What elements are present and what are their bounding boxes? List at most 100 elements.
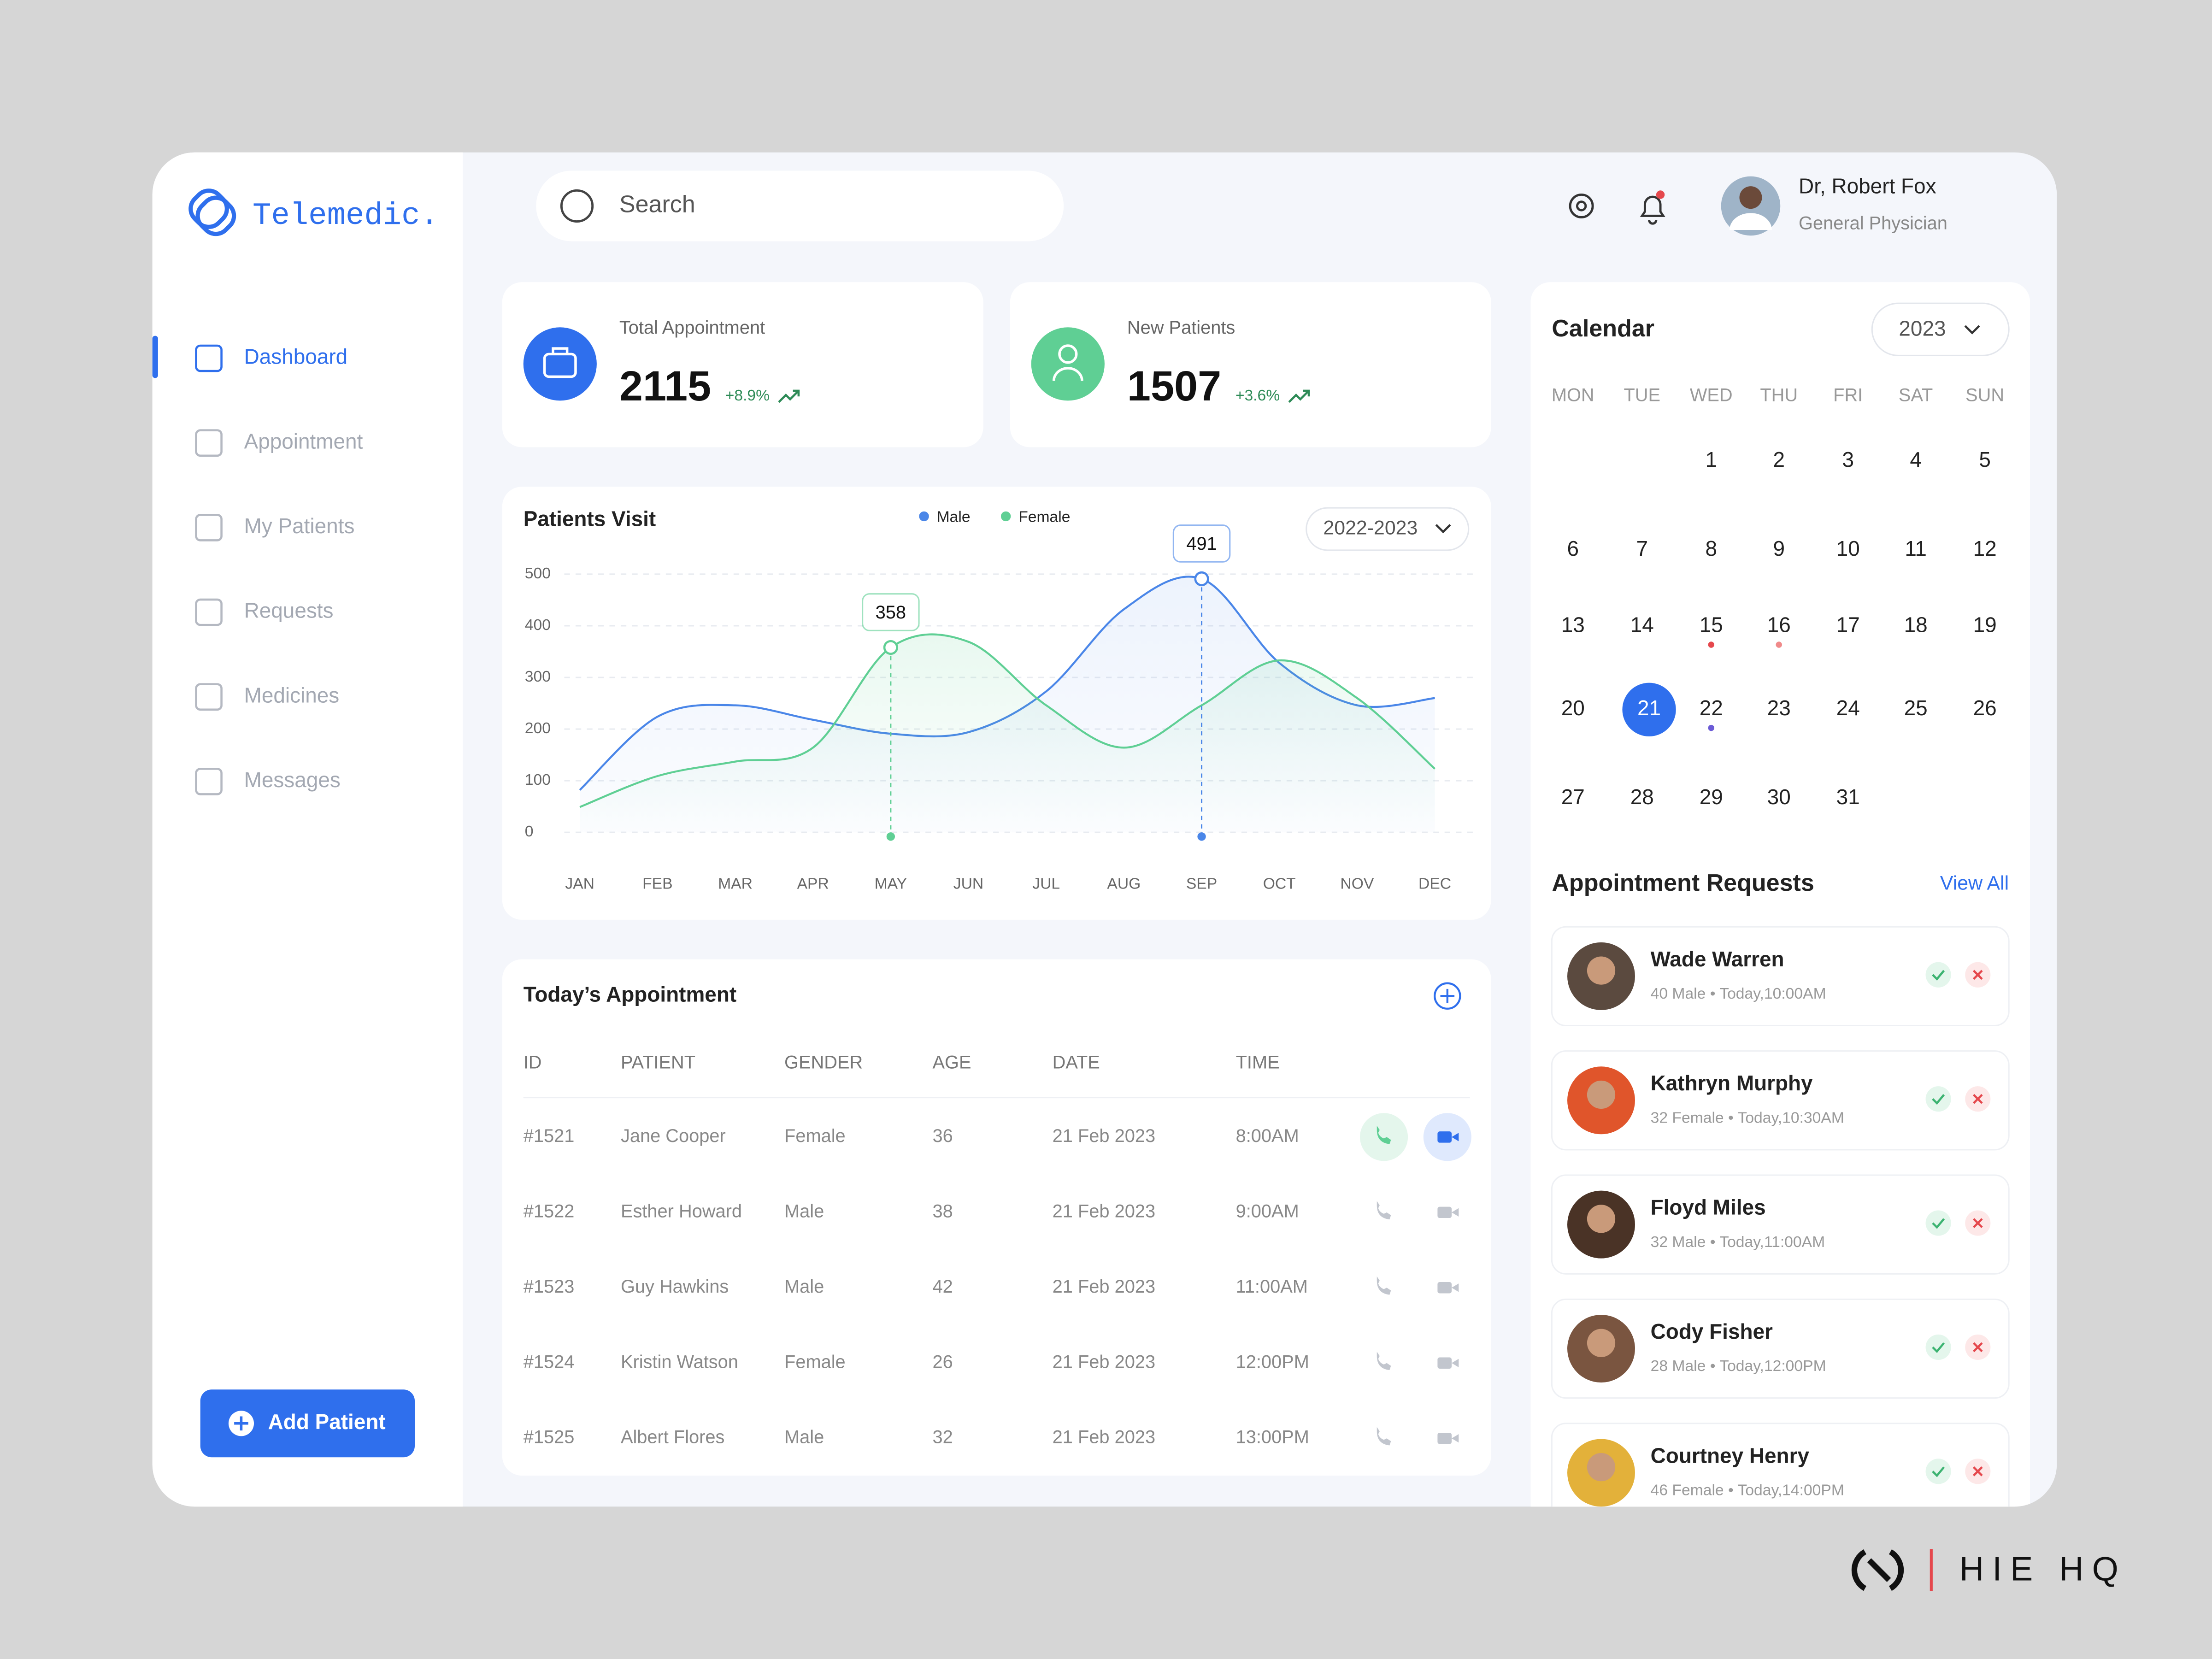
calendar-day[interactable]: 2 (1773, 447, 1785, 471)
calendar-day[interactable]: 8 (1705, 536, 1717, 560)
y-tick-label: 500 (525, 565, 551, 582)
calendar-day[interactable]: 19 (1973, 612, 1997, 636)
call-button[interactable] (1377, 1125, 1391, 1144)
reject-icon (1973, 1342, 1983, 1353)
column-header: GENDER (784, 1053, 863, 1073)
calendar-day[interactable]: 18 (1904, 612, 1928, 636)
call-button[interactable] (1377, 1276, 1391, 1295)
call-button[interactable] (1377, 1352, 1391, 1371)
nav-item[interactable]: My Patients (244, 514, 355, 538)
plus-icon (1440, 988, 1455, 1003)
calendar-day[interactable]: 11 (1905, 536, 1927, 560)
video-button[interactable] (1437, 1206, 1452, 1218)
call-button[interactable] (1377, 1427, 1391, 1446)
add-appointment-button[interactable] (1434, 982, 1461, 1010)
request-card (1551, 926, 2010, 1027)
calendar-day[interactable]: 3 (1842, 447, 1854, 471)
calendar-day[interactable]: 9 (1773, 536, 1785, 560)
legend-marker (919, 511, 929, 522)
request-card (1551, 1050, 2010, 1151)
calendar-day[interactable]: 23 (1767, 696, 1791, 720)
nav-item[interactable]: Requests (244, 599, 334, 623)
accept-button[interactable] (1925, 962, 1951, 988)
nav-item[interactable]: Dashboard (244, 345, 348, 369)
calendar-day[interactable]: 4 (1910, 447, 1922, 471)
video-button[interactable] (1437, 1282, 1452, 1294)
calendar-day[interactable]: 30 (1767, 785, 1791, 809)
calendar-day[interactable]: 20 (1561, 696, 1585, 720)
calendar-day[interactable]: 25 (1904, 696, 1928, 720)
accept-button[interactable] (1925, 1210, 1951, 1236)
series-line (579, 633, 1436, 808)
nav-icon (195, 429, 223, 457)
view-all-link[interactable]: View All (1940, 872, 2009, 894)
calendar-day[interactable]: 14 (1630, 612, 1654, 636)
calendar-day[interactable]: 26 (1973, 696, 1997, 720)
table-cell: Male (784, 1201, 824, 1221)
table-title: Today’s Appointment (524, 982, 736, 1006)
chart-title: Patients Visit (524, 507, 656, 531)
accept-icon (1932, 1094, 1945, 1105)
calendar-day[interactable]: 10 (1836, 536, 1860, 560)
accept-button[interactable] (1925, 1334, 1951, 1360)
reject-icon (1973, 1218, 1983, 1228)
video-button[interactable] (1437, 1357, 1452, 1369)
calendar-day[interactable]: 24 (1836, 696, 1860, 720)
y-tick-label: 400 (525, 617, 551, 634)
table-card (502, 959, 1491, 1476)
search-box[interactable] (536, 171, 1064, 241)
x-tick-label: MAY (875, 875, 907, 892)
table-cell: 26 (932, 1352, 953, 1372)
y-tick-label: 0 (525, 823, 534, 840)
request-card (1551, 1174, 2010, 1275)
calendar-day[interactable]: 15 (1700, 612, 1723, 636)
nav-item[interactable]: Medicines (244, 683, 340, 707)
table-cell: Kristin Watson (621, 1352, 738, 1372)
calendar-day[interactable]: 31 (1836, 785, 1860, 809)
notification-icon[interactable] (1640, 195, 1665, 225)
stat-value: 2115 (619, 363, 711, 410)
x-tick-label: SEP (1186, 875, 1217, 892)
add-patient-button[interactable] (200, 1389, 415, 1458)
year-button[interactable] (1871, 302, 2010, 356)
weekday: FRI (1833, 385, 1863, 406)
range-button[interactable] (1306, 507, 1470, 551)
calendar-day[interactable]: 6 (1567, 536, 1579, 560)
table-cell: Male (784, 1427, 824, 1447)
notification-dot (1656, 190, 1665, 199)
table-cell: 12:00PM (1236, 1352, 1309, 1372)
nav-item[interactable]: Appointment (244, 429, 363, 453)
trend-icon (778, 389, 800, 403)
accept-button[interactable] (1925, 1459, 1951, 1484)
video-button[interactable] (1437, 1432, 1452, 1444)
calendar-day[interactable]: 22 (1700, 696, 1723, 720)
settings-icon[interactable] (1569, 193, 1594, 218)
column-header: PATIENT (621, 1053, 695, 1073)
weekday: MON (1552, 385, 1594, 406)
calendar-day[interactable]: 29 (1700, 785, 1723, 809)
reject-icon (1973, 1094, 1983, 1104)
event-dot (1708, 724, 1715, 731)
call-button[interactable] (1377, 1201, 1391, 1220)
video-button[interactable] (1437, 1131, 1452, 1143)
calendar-day[interactable]: 13 (1561, 612, 1585, 636)
calendar-day[interactable]: 5 (1979, 447, 1991, 471)
calendar-day[interactable]: 21 (1637, 696, 1661, 720)
calendar-day[interactable]: 16 (1767, 612, 1791, 636)
column-header: AGE (932, 1053, 971, 1073)
calendar-day[interactable]: 7 (1636, 536, 1648, 560)
requests-title: Appointment Requests (1552, 870, 1814, 896)
request-card (1551, 1298, 2010, 1399)
calendar-day[interactable]: 27 (1561, 785, 1585, 809)
accept-button[interactable] (1925, 1086, 1951, 1112)
table-cell: Female (784, 1352, 846, 1372)
calendar-day[interactable]: 17 (1836, 612, 1860, 636)
x-tick-label: MAR (718, 875, 753, 892)
y-tick-label: 100 (525, 771, 551, 788)
nav-item[interactable]: Messages (244, 768, 341, 792)
calendar-day[interactable]: 12 (1973, 536, 1997, 560)
calendar-day[interactable]: 28 (1630, 785, 1654, 809)
x-tick-label: AUG (1107, 875, 1141, 892)
calendar-day[interactable]: 1 (1705, 447, 1717, 471)
callout-foot (1197, 832, 1206, 841)
